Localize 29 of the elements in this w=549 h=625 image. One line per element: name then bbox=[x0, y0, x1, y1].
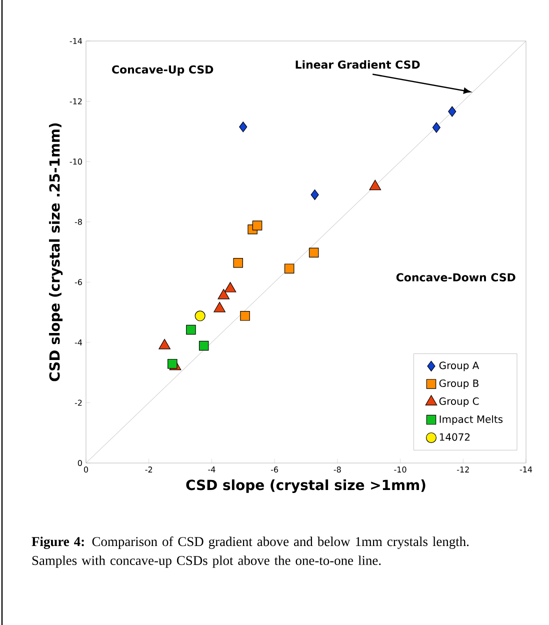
point bbox=[218, 288, 230, 300]
point bbox=[233, 258, 243, 268]
point bbox=[284, 264, 294, 274]
legend-label: 14072 bbox=[440, 433, 470, 441]
point bbox=[198, 340, 209, 351]
point bbox=[168, 358, 178, 369]
point bbox=[432, 122, 440, 133]
annotation: Concave-Down CSD bbox=[396, 273, 516, 282]
point bbox=[186, 324, 196, 335]
point bbox=[194, 310, 206, 322]
text: Figure 4: Comparison of CSD gradient above and below 1mm crystals length. Samples with concave-up CSDs plot above the one-to-one line. bbox=[32, 536, 469, 568]
point bbox=[240, 311, 250, 321]
legend-label: Group C bbox=[439, 397, 479, 407]
point bbox=[224, 282, 236, 292]
y-axis-title: CSD slope (crystal size .25-1mm) bbox=[49, 123, 63, 382]
annotation: Linear Gradient CSD bbox=[296, 60, 420, 69]
point bbox=[308, 248, 319, 258]
x-axis-title: CSD slope (crystal size >1mm) bbox=[186, 479, 426, 494]
point bbox=[252, 220, 262, 230]
legend-label: Group A bbox=[439, 362, 480, 372]
legend-label: Group B bbox=[439, 379, 478, 389]
legend-label: Impact Melts bbox=[440, 415, 503, 425]
point bbox=[310, 189, 319, 200]
point bbox=[239, 122, 248, 132]
point bbox=[214, 302, 226, 312]
point bbox=[158, 338, 170, 350]
point bbox=[448, 106, 456, 117]
annotation: Concave-Up CSD bbox=[112, 65, 214, 76]
point bbox=[369, 180, 382, 190]
